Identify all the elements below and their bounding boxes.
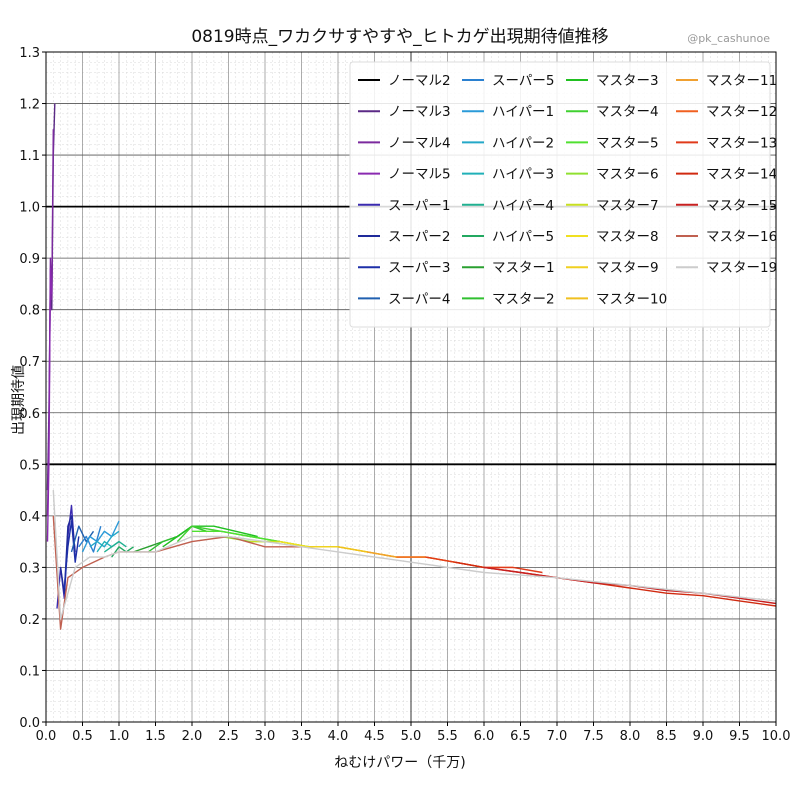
x-tick-label: 1.0	[109, 729, 130, 744]
x-tick-label: 3.0	[255, 729, 276, 744]
y-tick-label: 0.2	[19, 613, 40, 628]
legend-label: マスター12	[706, 104, 777, 120]
x-tick-label: 6.5	[510, 729, 531, 744]
legend-box	[349, 61, 771, 328]
y-tick-label: 0.6	[19, 407, 40, 422]
x-tick-label: 4.0	[328, 729, 349, 744]
x-tick-label: 2.0	[182, 729, 203, 744]
legend-label: ハイパー2	[492, 135, 554, 151]
series-line	[81, 520, 120, 553]
legend-label: ハイパー5	[492, 229, 554, 245]
x-tick-label: 6.0	[474, 729, 495, 744]
legend-label: スーパー1	[388, 198, 450, 214]
legend-label: スーパー3	[388, 260, 450, 276]
legend-label: ノーマル5	[388, 167, 451, 183]
y-tick-label: 0.3	[19, 561, 40, 576]
x-tick-label: 9.5	[729, 729, 750, 744]
series-layer	[46, 103, 777, 630]
x-axis-label: ねむけパワー（千万)	[334, 755, 466, 771]
chart-title: 0819時点_ワカクサすやすや_ヒトカゲ出現期待値推移	[191, 27, 609, 47]
x-tick-label: 3.5	[291, 729, 312, 744]
legend-label: マスター13	[706, 135, 777, 151]
x-tick-label: 4.5	[364, 729, 385, 744]
y-tick-label: 0.5	[19, 458, 40, 473]
y-tick-label: 0.9	[19, 252, 40, 267]
y-tick-label: 0.7	[19, 355, 40, 370]
legend-label: マスター14	[706, 167, 777, 183]
legend-label: スーパー2	[388, 229, 450, 245]
x-tick-label: 0.0	[36, 729, 57, 744]
x-tick-label: 9.0	[693, 729, 714, 744]
y-tick-label: 1.3	[19, 46, 40, 61]
legend-label: マスター2	[492, 291, 555, 307]
legend-label: マスター16	[706, 229, 777, 245]
legend-label: マスター9	[596, 260, 659, 276]
series-line	[46, 267, 53, 542]
x-tick-label: 1.5	[145, 729, 166, 744]
series-line	[63, 520, 80, 589]
y-tick-label: 1.2	[19, 98, 40, 113]
legend-label: マスター6	[596, 167, 659, 183]
x-tick-label: 8.5	[656, 729, 677, 744]
legend-label: マスター5	[596, 135, 659, 151]
y-tick-label: 0.4	[19, 510, 40, 525]
legend-label: マスター19	[706, 260, 777, 276]
legend-label: ハイパー4	[492, 198, 554, 214]
series-line	[52, 490, 777, 620]
series-line	[78, 526, 102, 553]
x-tick-label: 8.0	[620, 729, 641, 744]
legend-label: ハイパー3	[492, 167, 554, 183]
x-tick-label: 0.5	[72, 729, 93, 744]
x-tick-label: 5.0	[401, 729, 422, 744]
x-tick-label: 7.0	[547, 729, 568, 744]
y-tick-label: 1.1	[19, 149, 40, 164]
credit-text: @pk_cashunoe	[687, 32, 770, 45]
x-tick-label: 2.5	[218, 729, 239, 744]
series-line	[111, 546, 135, 558]
legend-label: ノーマル3	[388, 104, 451, 120]
legend-label: マスター8	[596, 229, 659, 245]
legend-label: スーパー5	[492, 73, 554, 89]
legend-label: マスター1	[492, 260, 555, 276]
x-tick-label: 10.0	[762, 729, 791, 744]
legend-label: ノーマル2	[388, 73, 451, 89]
legend-label: マスター11	[706, 73, 777, 89]
x-tick-label: 5.5	[437, 729, 458, 744]
legend-label: マスター3	[596, 73, 659, 89]
y-ticks: 0.0 0.1 0.2 0.3 0.4 0.5 0.6 0.7 0.8 0.9 1.0 1.1 1.2 1…	[19, 46, 46, 731]
series-line	[89, 530, 120, 548]
legend-label: マスター7	[596, 198, 659, 214]
y-tick-label: 0.8	[19, 304, 40, 319]
x-tick-label: 7.5	[583, 729, 604, 744]
x-ticks: 0.0 0.5 1.0 1.5 2.0 2.5 3.0 3.5 4.0 4.5 5.0 5.5 6.0 6…	[36, 722, 791, 744]
y-tick-label: 0.0	[19, 716, 40, 731]
legend-label: マスター10	[596, 291, 667, 307]
legend: ノーマル2 ノーマル3 ノーマル4 ノーマル5 スーパー1 スーパー2 スーパー3 スーパー4…	[349, 61, 777, 328]
y-tick-label: 1.0	[19, 201, 40, 216]
series-line	[103, 540, 127, 553]
legend-label: スーパー4	[388, 291, 450, 307]
series-line	[162, 525, 258, 548]
legend-label: ハイパー1	[492, 104, 554, 120]
legend-label: ノーマル4	[388, 135, 451, 151]
legend-label: マスター4	[596, 104, 659, 120]
legend-label: マスター15	[706, 198, 777, 214]
y-tick-label: 0.1	[19, 664, 40, 679]
